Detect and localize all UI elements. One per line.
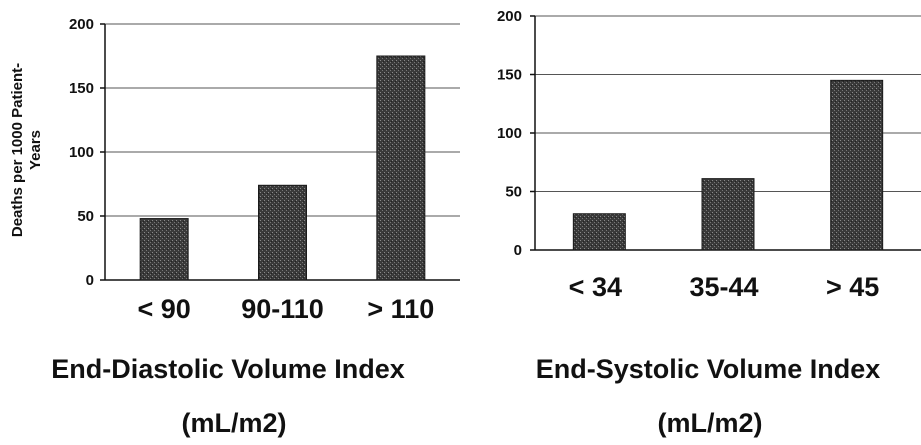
end-systolic-chart: 0 50 100 150 200 < 34 35-44 > 45	[497, 8, 921, 302]
end-systolic-x-axis-unit: (mL/m2)	[657, 408, 762, 438]
end-diastolic-chart: 0 50 100 150 200 < 90 90-110 > 110	[69, 16, 460, 324]
y-tick-label-1: 50	[77, 208, 94, 225]
y-tick-label-2: 100	[497, 125, 522, 142]
y-tick-label-0: 0	[86, 272, 94, 289]
bar-2	[376, 55, 426, 281]
category-label-1: 35-44	[689, 272, 758, 302]
y-tick-label-3: 150	[69, 80, 94, 97]
end-systolic-x-axis-title: End-Systolic Volume Index	[536, 354, 881, 384]
category-label-0: < 90	[138, 294, 191, 324]
bar-2	[830, 79, 884, 251]
category-label-2: > 110	[367, 294, 434, 324]
bar-0	[139, 218, 189, 281]
end-diastolic-x-axis-unit: (mL/m2)	[181, 408, 286, 438]
y-axis-label-line-1: Deaths per 1000 Patient-	[9, 63, 26, 237]
bar-1	[258, 184, 307, 281]
category-label-0: < 34	[569, 272, 622, 302]
end-diastolic-x-axis-title: End-Diastolic Volume Index	[51, 354, 405, 384]
y-tick-label-4: 200	[497, 8, 522, 25]
y-tick-label-1: 50	[505, 184, 522, 201]
bar-1	[701, 178, 755, 251]
category-label-2: > 45	[826, 272, 879, 302]
category-label-1: 90-110	[241, 294, 324, 324]
y-tick-label-4: 200	[69, 16, 94, 33]
y-tick-label-2: 100	[69, 144, 94, 161]
bar-0	[572, 213, 626, 251]
y-axis-label-line-2: Years	[27, 130, 44, 170]
y-tick-label-3: 150	[497, 67, 522, 84]
y-tick-label-0: 0	[514, 242, 522, 259]
